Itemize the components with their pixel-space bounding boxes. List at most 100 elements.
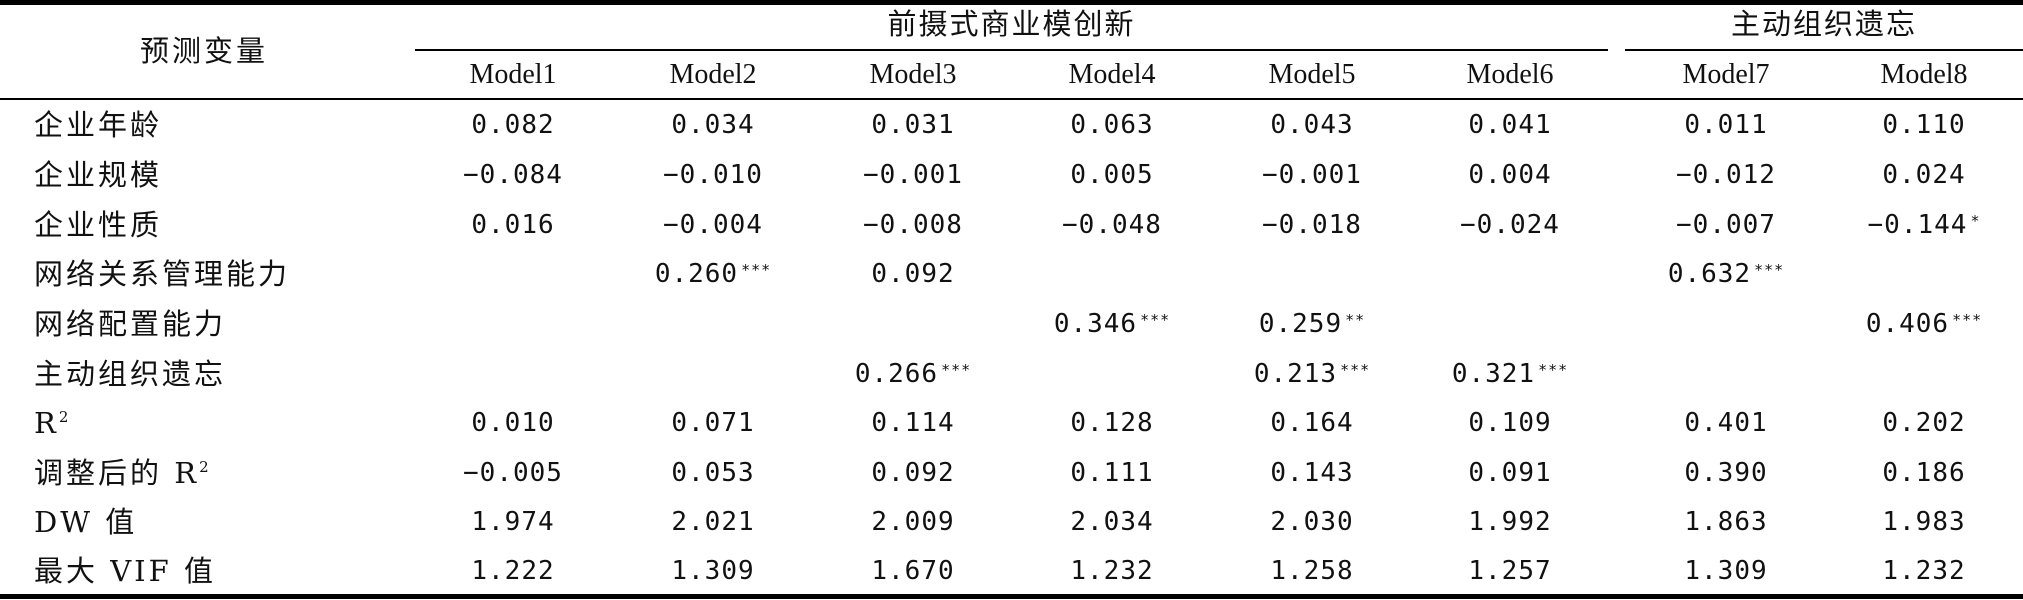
column-header-model5: Model5 — [1268, 59, 1356, 90]
table-cell: −0.018 — [1212, 208, 1412, 242]
group-header-active-unlearning: 主动组织遗忘 — [1730, 7, 1917, 41]
table-cell: 0.164 — [1212, 406, 1412, 440]
cell-value: 0.010 — [471, 408, 555, 438]
table-cell: 0.401 — [1626, 406, 1826, 440]
table-cell: −0.008 — [813, 208, 1013, 242]
cell-value: 0.024 — [1882, 160, 1966, 190]
row-label: 网络关系管理能力 — [34, 257, 290, 291]
cell-value: 0.091 — [1468, 458, 1552, 488]
table-cell — [1012, 357, 1212, 391]
cell-value: 0.092 — [871, 458, 955, 488]
table-cell: 0.143 — [1212, 456, 1412, 490]
cell-value: 0.259 — [1258, 309, 1343, 339]
table-cell: 0.031 — [813, 108, 1013, 142]
row-label: 主动组织遗忘 — [34, 357, 226, 391]
table-cell — [813, 307, 1013, 341]
table-cell: −0.024 — [1410, 208, 1610, 242]
row-label: DW 值 — [34, 505, 137, 539]
cell-value: 0.632 — [1667, 259, 1752, 289]
cell-value: 2.034 — [1070, 507, 1154, 537]
cell-value: −0.084 — [463, 160, 563, 190]
table-cell: 0.390 — [1626, 456, 1826, 490]
table-cell: 0.041 — [1410, 108, 1610, 142]
table-cell: 0.043 — [1212, 108, 1412, 142]
table-cell: −0.010 — [613, 158, 813, 192]
table-cell: −0.007 — [1626, 208, 1826, 242]
cell-value: 0.114 — [871, 408, 955, 438]
significance-stars: *** — [1538, 361, 1569, 379]
table-cell: 2.030 — [1212, 505, 1412, 539]
cell-value: 0.266 — [854, 359, 939, 389]
row-label-text: 企业规模 — [34, 158, 163, 192]
table-cell — [413, 307, 613, 341]
table-cell: 0.082 — [413, 108, 613, 142]
cell-value: 0.005 — [1070, 160, 1154, 190]
column-header-model3: Model3 — [869, 59, 957, 90]
cell-value: −0.010 — [663, 160, 763, 190]
group-header-proactive-bm-innovation: 前摄式商业模创新 — [887, 7, 1136, 41]
table-cell: 0.063 — [1012, 108, 1212, 142]
table-cell: 0.091 — [1410, 456, 1610, 490]
table-cell: 2.034 — [1012, 505, 1212, 539]
row-label-text: 网络关系管理能力 — [34, 257, 291, 291]
table-cell: −0.084 — [413, 158, 613, 192]
cell-value: 0.128 — [1070, 408, 1154, 438]
cell-value: −0.018 — [1262, 210, 1362, 240]
table-cell — [1012, 257, 1212, 291]
cell-value: 2.021 — [671, 507, 755, 537]
row-label-text: 企业年龄 — [34, 108, 163, 142]
table-cell: 0.016 — [413, 208, 613, 242]
table-cell — [1824, 357, 2023, 391]
cell-value: 0.082 — [471, 110, 555, 140]
table-cell: 0.004 — [1410, 158, 1610, 192]
row-label: 最大 VIF 值 — [34, 554, 216, 588]
stub-header: 预测变量 — [140, 34, 269, 68]
table-cell — [613, 307, 813, 341]
table-cell: −0.001 — [813, 158, 1013, 192]
cell-value: 0.041 — [1468, 110, 1552, 140]
table-cell: 1.257 — [1410, 554, 1610, 588]
cell-value: 0.406 — [1865, 309, 1950, 339]
cell-value: 1.670 — [871, 556, 955, 586]
cell-value: 2.030 — [1270, 507, 1354, 537]
column-header-model4: Model4 — [1068, 59, 1156, 90]
significance-stars: *** — [1340, 361, 1371, 379]
cell-value: 1.309 — [671, 556, 755, 586]
column-header-model6: Model6 — [1466, 59, 1554, 90]
significance-stars: *** — [1140, 311, 1171, 329]
row-label-text: R — [34, 406, 59, 440]
row-label: 企业性质 — [34, 208, 162, 242]
table-cell: 0.110 — [1824, 108, 2023, 142]
cell-value: 0.071 — [671, 408, 755, 438]
table-cell: 0.092 — [813, 456, 1013, 490]
cell-value: 1.863 — [1684, 507, 1768, 537]
cell-value: 0.321 — [1451, 359, 1536, 389]
cell-value: 0.109 — [1468, 408, 1552, 438]
table-cell — [1410, 257, 1610, 291]
row-label: 调整后的 R2 — [34, 456, 209, 490]
cell-value: 0.186 — [1882, 458, 1966, 488]
table-cell: 0.213 *** — [1212, 357, 1412, 391]
significance-stars: *** — [1952, 311, 1983, 329]
table-cell: 0.053 — [613, 456, 813, 490]
significance-stars: * — [1970, 212, 1981, 230]
cell-value: 1.309 — [1684, 556, 1768, 586]
table-cell: 1.258 — [1212, 554, 1412, 588]
table-cell — [1626, 307, 1826, 341]
column-header-model1: Model1 — [469, 59, 557, 90]
row-label-text: DW 值 — [34, 505, 138, 539]
cell-value: 0.202 — [1882, 408, 1966, 438]
cell-value: −0.048 — [1062, 210, 1162, 240]
cell-value: 1.257 — [1468, 556, 1552, 586]
cell-value: −0.005 — [463, 458, 563, 488]
table-cell: 0.005 — [1012, 158, 1212, 192]
table-cell: 1.992 — [1410, 505, 1610, 539]
row-label-text: 调整后的 R — [34, 456, 200, 490]
group-rule-proactive-bm-innovation — [415, 49, 1608, 51]
table-cell: 0.632 *** — [1626, 257, 1826, 291]
table-cell: −0.004 — [613, 208, 813, 242]
table-cell: 0.111 — [1012, 456, 1212, 490]
cell-value: 0.031 — [871, 110, 955, 140]
table-cell: 0.260 *** — [613, 257, 813, 291]
cell-value: 0.110 — [1882, 110, 1966, 140]
